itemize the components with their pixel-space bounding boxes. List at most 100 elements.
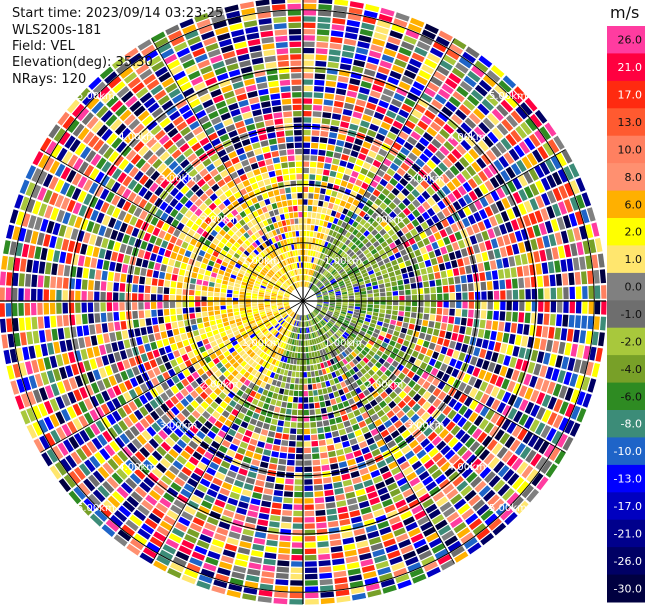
range-gate: [460, 139, 472, 151]
range-gate: [398, 372, 406, 381]
range-gate: [435, 133, 446, 144]
range-gate: [420, 221, 429, 230]
range-gate: [344, 549, 357, 557]
range-gate: [401, 188, 410, 197]
range-gate: [379, 365, 387, 373]
range-gate: [382, 158, 392, 167]
range-gate: [506, 454, 518, 467]
range-gate: [73, 466, 86, 481]
range-gate: [96, 105, 109, 119]
range-gate: [184, 505, 197, 516]
range-gate: [291, 555, 303, 561]
range-gate: [359, 234, 366, 242]
range-gate: [507, 380, 516, 393]
range-gate: [346, 182, 354, 190]
range-gate: [361, 182, 369, 190]
range-gate: [304, 542, 316, 548]
range-gate: [346, 497, 358, 505]
range-gate: [170, 252, 178, 260]
range-gate: [518, 347, 526, 359]
range-gate: [101, 323, 108, 333]
range-gate: [456, 86, 469, 98]
range-gate: [194, 545, 208, 555]
range-gate: [350, 244, 357, 251]
range-gate: [515, 125, 527, 139]
range-gate: [166, 378, 175, 388]
range-gate: [78, 415, 89, 428]
range-gate: [208, 415, 217, 425]
range-gate: [432, 204, 441, 214]
range-gate: [423, 526, 436, 537]
range-gate: [215, 349, 223, 357]
range-gate: [464, 489, 477, 502]
range-gate: [264, 552, 277, 559]
range-gate: [184, 200, 194, 209]
range-gate: [335, 494, 346, 501]
range-gate: [291, 409, 298, 416]
range-gate: [437, 337, 444, 345]
range-gate: [409, 17, 425, 28]
range-gate: [507, 472, 520, 486]
range-gate: [327, 373, 333, 380]
range-gate: [326, 256, 331, 263]
range-gate: [240, 266, 247, 272]
range-gate: [510, 323, 518, 334]
range-gate: [333, 312, 339, 317]
range-gate: [32, 260, 40, 274]
range-gate: [56, 277, 63, 289]
range-gate: [220, 301, 226, 306]
range-gate: [340, 344, 346, 351]
range-gate: [26, 407, 37, 422]
range-gate: [318, 266, 322, 272]
range-gate: [16, 378, 26, 393]
range-gate: [344, 239, 351, 246]
range-gate: [104, 444, 116, 457]
range-gate: [254, 232, 261, 239]
range-gate: [324, 195, 331, 202]
range-gate: [377, 566, 391, 576]
range-gate: [512, 346, 520, 357]
range-gate: [371, 117, 382, 126]
range-gate: [283, 299, 289, 301]
range-gate: [360, 375, 367, 383]
range-gate: [281, 516, 292, 523]
range-gate: [461, 283, 468, 292]
range-gate: [431, 99, 443, 110]
range-gate: [56, 381, 66, 394]
range-gate: [295, 466, 303, 472]
range-gate: [314, 279, 318, 285]
range-gate: [317, 156, 325, 162]
range-gate: [362, 114, 372, 123]
range-gate: [124, 429, 135, 441]
range-gate: [375, 224, 383, 232]
range-gate: [266, 254, 272, 261]
range-gate: [357, 242, 364, 249]
range-gate: [82, 92, 95, 106]
range-gate: [491, 352, 499, 363]
range-gate: [348, 226, 355, 233]
range-gate: [214, 225, 222, 233]
range-gate: [271, 294, 277, 297]
range-gate: [393, 368, 401, 377]
range-gate: [505, 311, 512, 322]
range-gate: [287, 309, 292, 314]
range-gate: [371, 346, 378, 353]
range-gate: [309, 256, 312, 263]
range-gate: [421, 555, 436, 566]
range-gate: [231, 327, 238, 333]
range-gate: [387, 76, 400, 86]
range-gate: [467, 542, 482, 555]
range-gate: [367, 290, 373, 294]
range-gate: [220, 401, 228, 409]
range-gate: [356, 363, 363, 370]
range-gate: [390, 276, 397, 282]
range-gate: [332, 364, 338, 371]
range-gate: [242, 353, 249, 360]
range-gate: [125, 477, 138, 490]
range-gate: [397, 279, 404, 286]
range-gate: [486, 281, 493, 290]
range-gate: [315, 317, 320, 322]
range-gate: [267, 283, 274, 288]
range-gate: [344, 340, 351, 346]
range-gate: [186, 404, 195, 413]
